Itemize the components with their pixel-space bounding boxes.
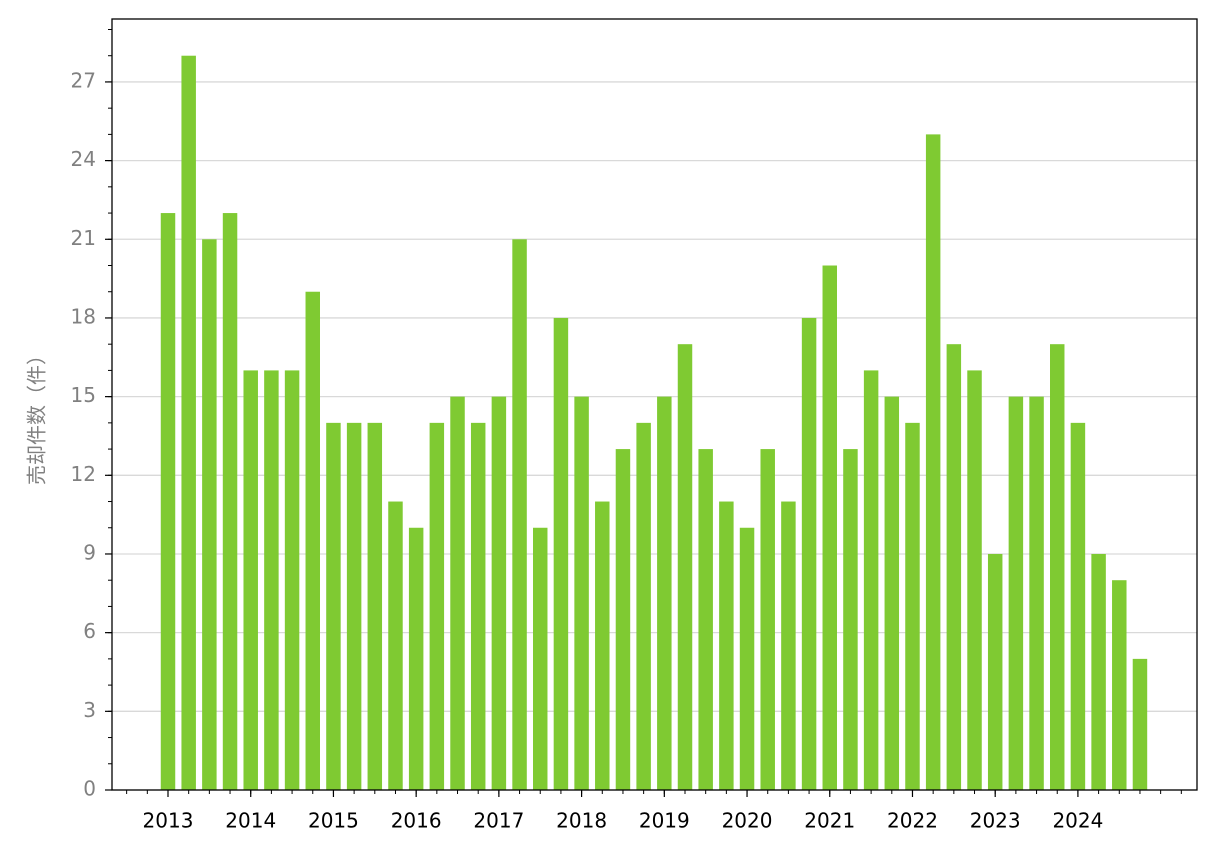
x-tick-label: 2017: [473, 809, 524, 833]
plot-frame: [111, 18, 1198, 791]
bar: [657, 396, 672, 790]
bar: [946, 344, 962, 790]
bar: [553, 317, 569, 790]
bar: [264, 370, 279, 790]
bar: [1008, 396, 1024, 790]
bar: [884, 396, 900, 790]
bar: [677, 344, 693, 790]
bar: [326, 422, 341, 790]
x-tick-label: 2023: [970, 809, 1021, 833]
bar: [512, 239, 527, 791]
bar: [222, 213, 238, 790]
bar: [781, 501, 796, 790]
x-tick-label: 2019: [639, 809, 690, 833]
bar: [719, 501, 734, 790]
y-tick-label: 3: [83, 698, 96, 722]
bar: [925, 134, 941, 790]
y-tick-label: 15: [71, 383, 96, 407]
bar: [739, 527, 755, 790]
y-axis-label: 売却件数（件）: [25, 345, 49, 485]
y-tick-label: 0: [83, 777, 96, 801]
bar: [1132, 658, 1148, 790]
bar: [636, 422, 651, 790]
bar: [863, 370, 879, 790]
x-tick-label: 2022: [887, 809, 938, 833]
bar: [698, 449, 713, 790]
bar: [822, 265, 837, 790]
bar: [533, 527, 548, 790]
bar: [408, 527, 424, 790]
bar: [1091, 553, 1106, 790]
bar: [388, 501, 403, 790]
bar: [615, 449, 631, 790]
bar: [1112, 580, 1127, 790]
bar: [491, 396, 507, 790]
bar: [1029, 396, 1044, 790]
x-tick-label: 2016: [391, 809, 442, 833]
x-tick-label: 2024: [1052, 809, 1103, 833]
bar: [470, 422, 486, 790]
y-tick-label: 27: [71, 68, 96, 92]
x-tick-label: 2013: [143, 809, 194, 833]
bar: [202, 239, 217, 791]
bar: [574, 396, 589, 790]
bar: [450, 396, 465, 790]
x-tick-label: 2020: [722, 809, 773, 833]
x-tick-label: 2018: [556, 809, 607, 833]
y-tick-label: 9: [83, 540, 96, 564]
x-tick-label: 2014: [225, 809, 276, 833]
bar: [346, 422, 362, 790]
bar: [160, 213, 176, 790]
bar: [843, 449, 858, 790]
y-tick-label: 18: [71, 304, 96, 328]
bar: [305, 291, 320, 790]
bar: [987, 553, 1003, 790]
bar: [284, 370, 300, 790]
y-tick-label: 24: [71, 147, 96, 171]
bar: [181, 55, 196, 790]
y-tick-label: 12: [71, 462, 96, 486]
bar: [905, 422, 920, 790]
y-tick-label: 21: [71, 226, 96, 250]
bar: [801, 317, 817, 790]
bar: [1070, 422, 1086, 790]
bar: [595, 501, 610, 790]
x-tick-label: 2015: [308, 809, 359, 833]
bar: [243, 370, 258, 790]
bar: [1050, 344, 1065, 790]
bar: [367, 422, 383, 790]
x-tick-label: 2021: [804, 809, 855, 833]
bar: [429, 422, 445, 790]
bar: [967, 370, 982, 790]
y-tick-label: 6: [83, 619, 96, 643]
bar: [760, 449, 775, 790]
